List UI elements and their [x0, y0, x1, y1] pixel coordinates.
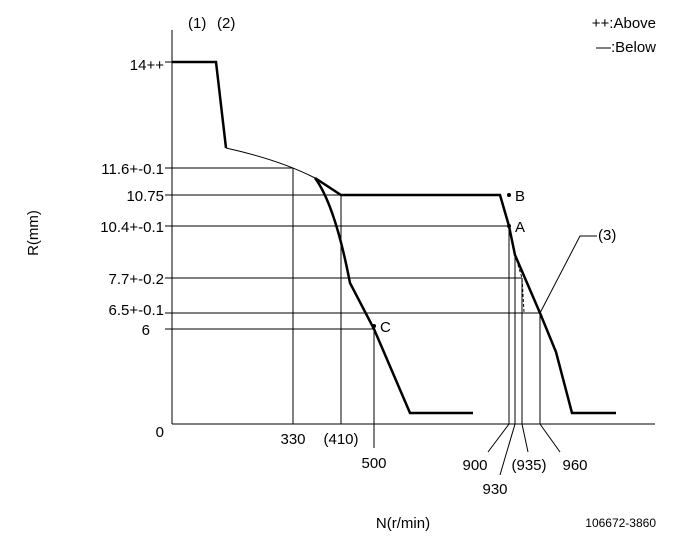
- marker: (2): [217, 15, 235, 32]
- x-tick-label: 960: [562, 457, 587, 474]
- y-tick-label: 10.4+-0.1: [100, 219, 164, 236]
- marker: (1): [188, 15, 206, 32]
- y-tick-label: 0: [156, 424, 164, 441]
- legend-entry: ++:Above: [592, 15, 656, 32]
- x-tick-label: (410): [323, 431, 358, 448]
- axes: [171, 30, 655, 425]
- point-label: (3): [598, 227, 616, 244]
- y-tick-label: 6: [142, 322, 150, 339]
- y-tick-label: 11.6+-0.1: [101, 161, 164, 178]
- x-tick-label: 330: [280, 431, 305, 448]
- drawing-code: 106672-3860: [585, 516, 656, 530]
- y-tick-label: 10.75: [126, 188, 164, 205]
- point-dot: [372, 324, 376, 328]
- legend-entry: —:Below: [596, 39, 656, 56]
- point-label: A: [515, 219, 525, 236]
- y-axis-label: R(mm): [25, 210, 42, 256]
- y-tick-label: 6.5+-0.1: [109, 302, 164, 319]
- y-tick-label: 14++: [130, 57, 164, 74]
- y-tick-label: 7.7+-0.2: [109, 271, 164, 288]
- x-axis-label: N(r/min): [376, 515, 430, 532]
- x-tick-label: 900: [462, 457, 487, 474]
- point-dot: [507, 193, 511, 197]
- leader-lines: [165, 61, 597, 476]
- x-tick-label: 500: [361, 455, 386, 472]
- characteristic-curves: [172, 60, 616, 415]
- x-tick-label: (935): [511, 457, 546, 474]
- point-label: C: [380, 319, 391, 336]
- point-label: B: [515, 188, 525, 205]
- point-dot: [507, 224, 511, 228]
- x-tick-label: 930: [482, 481, 507, 498]
